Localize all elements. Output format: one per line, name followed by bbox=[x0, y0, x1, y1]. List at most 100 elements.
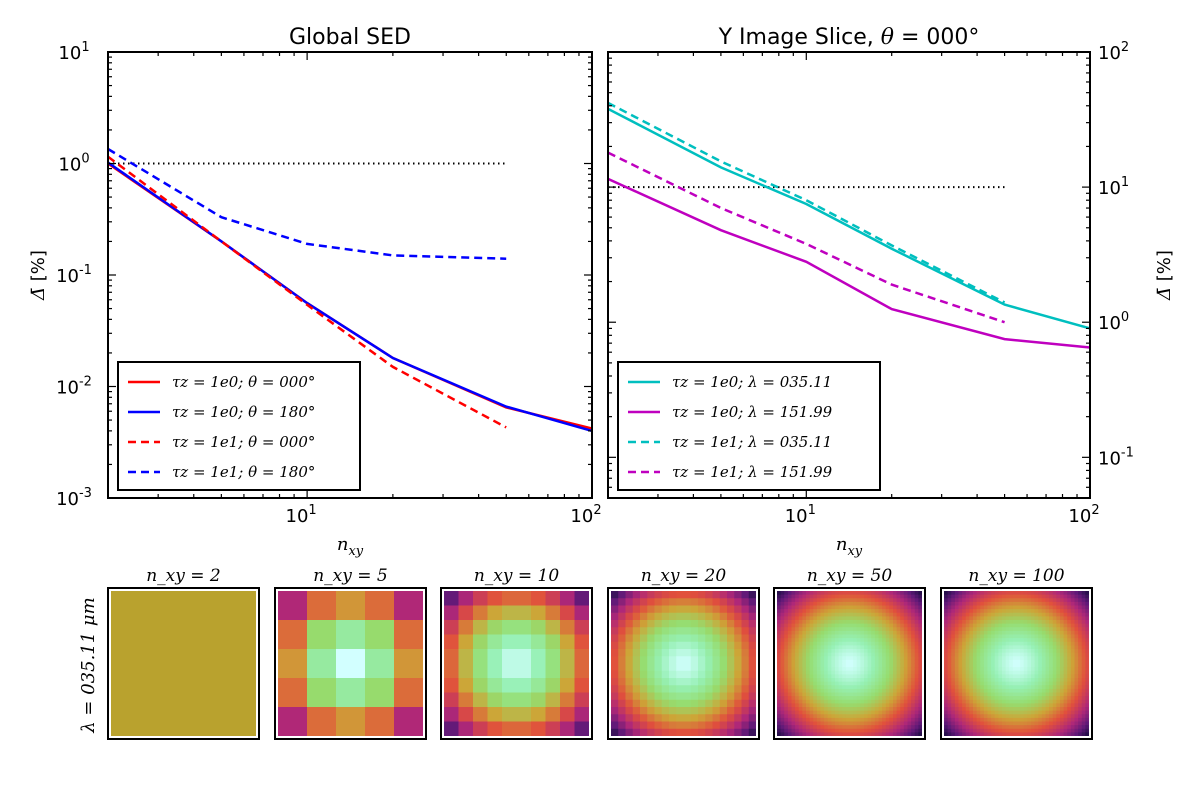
image-cell bbox=[867, 627, 872, 632]
image-cell bbox=[998, 710, 1003, 715]
image-cell bbox=[625, 678, 634, 686]
image-cell bbox=[690, 627, 699, 636]
image-cell bbox=[560, 605, 576, 621]
image-cell bbox=[867, 605, 872, 610]
image-cell bbox=[900, 598, 905, 603]
image-panel-outer-frame bbox=[440, 587, 593, 740]
image-panel-inner-frame bbox=[109, 589, 258, 738]
image-cell bbox=[824, 685, 829, 690]
image-cell bbox=[458, 620, 474, 636]
image-cell bbox=[954, 601, 960, 607]
image-cell bbox=[1016, 638, 1021, 643]
image-cell bbox=[1009, 667, 1014, 672]
image-cell bbox=[951, 717, 956, 723]
image-cell bbox=[661, 692, 670, 701]
image-cell bbox=[1067, 710, 1072, 715]
image-cell bbox=[1012, 645, 1018, 650]
image-cell bbox=[705, 707, 714, 715]
image-cell bbox=[1038, 681, 1043, 686]
image-cell bbox=[874, 605, 880, 610]
image-cell bbox=[784, 725, 789, 730]
image-cell bbox=[487, 649, 503, 665]
image-cell bbox=[802, 623, 807, 628]
image-cell bbox=[1045, 641, 1050, 646]
image-cell bbox=[867, 656, 872, 661]
image-cell bbox=[1031, 594, 1036, 599]
image-cell bbox=[947, 685, 952, 690]
image-cell bbox=[1027, 623, 1032, 628]
image-cell bbox=[458, 663, 474, 679]
image-cell bbox=[882, 707, 887, 712]
image-cell bbox=[893, 688, 898, 694]
image-cell bbox=[980, 605, 985, 610]
image-cell bbox=[1085, 681, 1090, 686]
image-cell bbox=[560, 663, 576, 679]
image-cell bbox=[918, 725, 923, 730]
image-cell bbox=[903, 627, 909, 632]
image-cell bbox=[1049, 692, 1054, 697]
image-cell bbox=[618, 612, 627, 621]
image-cell bbox=[835, 688, 840, 694]
image-cell bbox=[900, 605, 905, 610]
image-cell bbox=[574, 707, 590, 723]
image-cell bbox=[856, 601, 861, 607]
image-cell bbox=[831, 630, 836, 636]
image-cell bbox=[1052, 609, 1057, 614]
image-cell bbox=[835, 656, 840, 661]
image-cell bbox=[1005, 667, 1010, 672]
image-cell bbox=[882, 688, 887, 694]
image-cell bbox=[1038, 728, 1043, 733]
image-cell bbox=[1012, 674, 1018, 679]
image-cell bbox=[676, 678, 685, 686]
image-cell bbox=[1063, 703, 1068, 708]
image-cell bbox=[1016, 630, 1021, 636]
image-cell bbox=[893, 659, 898, 665]
image-cell bbox=[813, 627, 818, 632]
image-cell bbox=[1023, 638, 1028, 643]
image-cell bbox=[835, 623, 840, 628]
image-cell bbox=[1078, 685, 1083, 690]
image-cell bbox=[885, 623, 890, 628]
image-cell bbox=[849, 667, 854, 672]
image-cell bbox=[947, 692, 952, 697]
image-cell bbox=[947, 645, 952, 650]
image-cell bbox=[1060, 652, 1065, 657]
image-cell bbox=[683, 728, 692, 737]
image-cell bbox=[896, 591, 901, 596]
image-cell bbox=[1067, 630, 1072, 636]
image-cell bbox=[719, 663, 728, 672]
image-cell bbox=[882, 699, 887, 704]
image-cell bbox=[958, 659, 963, 665]
image-cell bbox=[1085, 659, 1090, 665]
image-cell bbox=[860, 638, 865, 643]
image-cell bbox=[1020, 659, 1025, 665]
image-cell bbox=[983, 656, 989, 661]
image-cell bbox=[903, 725, 909, 730]
image-cell bbox=[676, 649, 685, 657]
image-cell bbox=[864, 667, 869, 672]
image-cell bbox=[1081, 609, 1086, 614]
image-cell bbox=[705, 699, 714, 708]
image-cell bbox=[1034, 598, 1039, 603]
image-cell bbox=[784, 717, 789, 723]
image-cell bbox=[856, 725, 861, 730]
image-cell bbox=[860, 612, 865, 617]
image-cell bbox=[1002, 707, 1007, 712]
image-cell bbox=[802, 601, 807, 607]
image-cell bbox=[516, 678, 532, 694]
image-cell bbox=[1081, 598, 1086, 603]
image-cell bbox=[911, 692, 916, 697]
image-cell bbox=[1052, 591, 1057, 596]
image-cell bbox=[896, 609, 901, 614]
image-cell bbox=[900, 707, 905, 712]
image-cell bbox=[1041, 681, 1047, 686]
image-cell bbox=[813, 670, 818, 675]
image-cell bbox=[896, 598, 901, 603]
image-cell bbox=[1045, 634, 1050, 639]
image-cell bbox=[1085, 656, 1090, 661]
image-cell bbox=[647, 685, 656, 694]
image-cell bbox=[900, 688, 905, 694]
image-cell bbox=[853, 594, 858, 599]
image-cell bbox=[918, 688, 923, 694]
image-cell bbox=[914, 616, 919, 621]
